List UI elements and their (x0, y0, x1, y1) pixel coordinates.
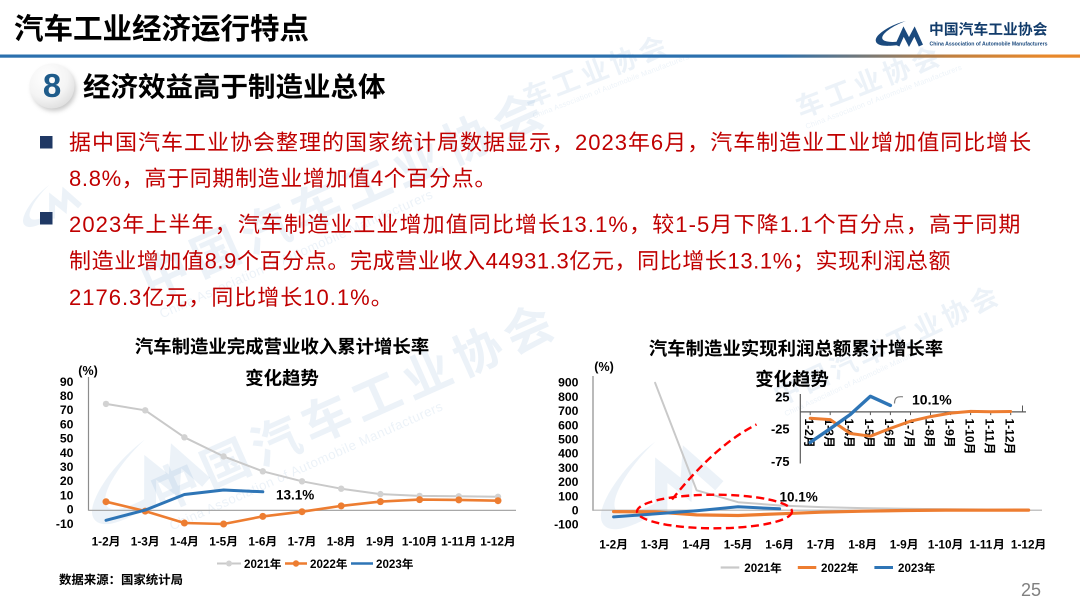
svg-text:800: 800 (558, 390, 579, 404)
svg-text:1-2: 1-2 (599, 538, 616, 552)
svg-text:60: 60 (60, 417, 74, 431)
svg-text:(%): (%) (594, 360, 613, 374)
svg-text:1-6: 1-6 (248, 535, 265, 549)
svg-text:1-4: 1-4 (682, 538, 699, 552)
svg-text:6: 6 (651, 130, 664, 155)
svg-text:10: 10 (60, 488, 74, 502)
svg-text:1-6: 1-6 (765, 538, 782, 552)
svg-text:200: 200 (558, 475, 579, 489)
svg-text:1-10: 1-10 (928, 538, 952, 552)
svg-text:50: 50 (60, 432, 74, 446)
svg-text:10.1%: 10.1% (303, 285, 370, 310)
svg-text:1-3: 1-3 (131, 535, 148, 549)
svg-text:-100: -100 (554, 518, 579, 532)
svg-text:2176.3: 2176.3 (69, 285, 142, 310)
svg-text:600: 600 (558, 418, 579, 432)
svg-text:2021: 2021 (244, 558, 270, 571)
svg-text:1-11: 1-11 (983, 419, 997, 443)
svg-text:1-5: 1-5 (209, 535, 226, 549)
svg-text:2023: 2023 (376, 558, 402, 571)
svg-text:2021: 2021 (744, 562, 770, 575)
svg-text:1-11: 1-11 (441, 535, 464, 549)
svg-text:1-5: 1-5 (724, 538, 741, 552)
svg-text:70: 70 (60, 403, 74, 417)
svg-text:1-12: 1-12 (1011, 538, 1035, 552)
svg-text:90: 90 (60, 375, 74, 389)
svg-text:8.8%: 8.8% (69, 166, 122, 191)
svg-text:1-9: 1-9 (942, 419, 956, 437)
svg-text:900: 900 (558, 376, 579, 390)
svg-text:1-5: 1-5 (675, 212, 710, 237)
svg-text:700: 700 (558, 404, 579, 418)
svg-text:-25: -25 (771, 422, 790, 437)
svg-text:2023: 2023 (898, 562, 924, 575)
svg-text:1-9: 1-9 (366, 535, 383, 549)
svg-text:2022: 2022 (821, 562, 847, 575)
svg-text:-10: -10 (56, 517, 74, 531)
svg-text:1-8: 1-8 (922, 419, 936, 437)
svg-text:30: 30 (60, 460, 74, 474)
svg-text:2022: 2022 (310, 558, 336, 571)
svg-text:8: 8 (43, 67, 61, 104)
svg-text:8.9: 8.9 (205, 249, 237, 274)
svg-text:44931.3: 44931.3 (486, 249, 570, 274)
svg-text:13.1%: 13.1% (561, 212, 629, 237)
svg-text:0: 0 (67, 503, 74, 517)
svg-text:1-12: 1-12 (480, 535, 504, 549)
svg-text:1-10: 1-10 (402, 535, 426, 549)
svg-text:13.1%: 13.1% (728, 249, 793, 274)
svg-text:1-3: 1-3 (641, 538, 658, 552)
svg-text:20: 20 (60, 474, 74, 488)
svg-text:1-2: 1-2 (92, 535, 109, 549)
svg-text:China Association of Automobil: China Association of Automobile Manufact… (930, 42, 1048, 48)
svg-text:300: 300 (558, 461, 579, 475)
svg-text:(%): (%) (78, 364, 97, 378)
svg-text:2023: 2023 (575, 130, 628, 155)
svg-text:1-9: 1-9 (890, 538, 907, 552)
svg-text:0: 0 (572, 504, 579, 518)
svg-text:1.1: 1.1 (780, 212, 814, 237)
svg-text:1-5: 1-5 (862, 419, 876, 437)
svg-text:10.1%: 10.1% (780, 490, 818, 505)
svg-text:400: 400 (558, 447, 579, 461)
svg-text:1-8: 1-8 (848, 538, 865, 552)
svg-text:1-11: 1-11 (969, 538, 992, 552)
svg-text:80: 80 (60, 389, 74, 403)
svg-text:1-7: 1-7 (288, 535, 305, 549)
svg-text:1-4: 1-4 (170, 535, 187, 549)
svg-text:10.1%: 10.1% (912, 392, 952, 408)
svg-text:1-2: 1-2 (802, 419, 816, 437)
svg-text:2023: 2023 (69, 212, 122, 237)
svg-text:25: 25 (775, 389, 789, 404)
svg-text:-75: -75 (771, 454, 790, 469)
svg-text:1-8: 1-8 (327, 535, 344, 549)
svg-text:1-12: 1-12 (1003, 419, 1017, 443)
svg-text:500: 500 (558, 433, 579, 447)
svg-text:25: 25 (1021, 580, 1041, 600)
svg-text:1-7: 1-7 (807, 538, 824, 552)
svg-text:40: 40 (60, 446, 74, 460)
svg-text:1-10: 1-10 (962, 419, 976, 443)
svg-text:100: 100 (558, 489, 579, 503)
svg-text:4: 4 (371, 166, 384, 191)
svg-text:13.1%: 13.1% (276, 488, 314, 503)
